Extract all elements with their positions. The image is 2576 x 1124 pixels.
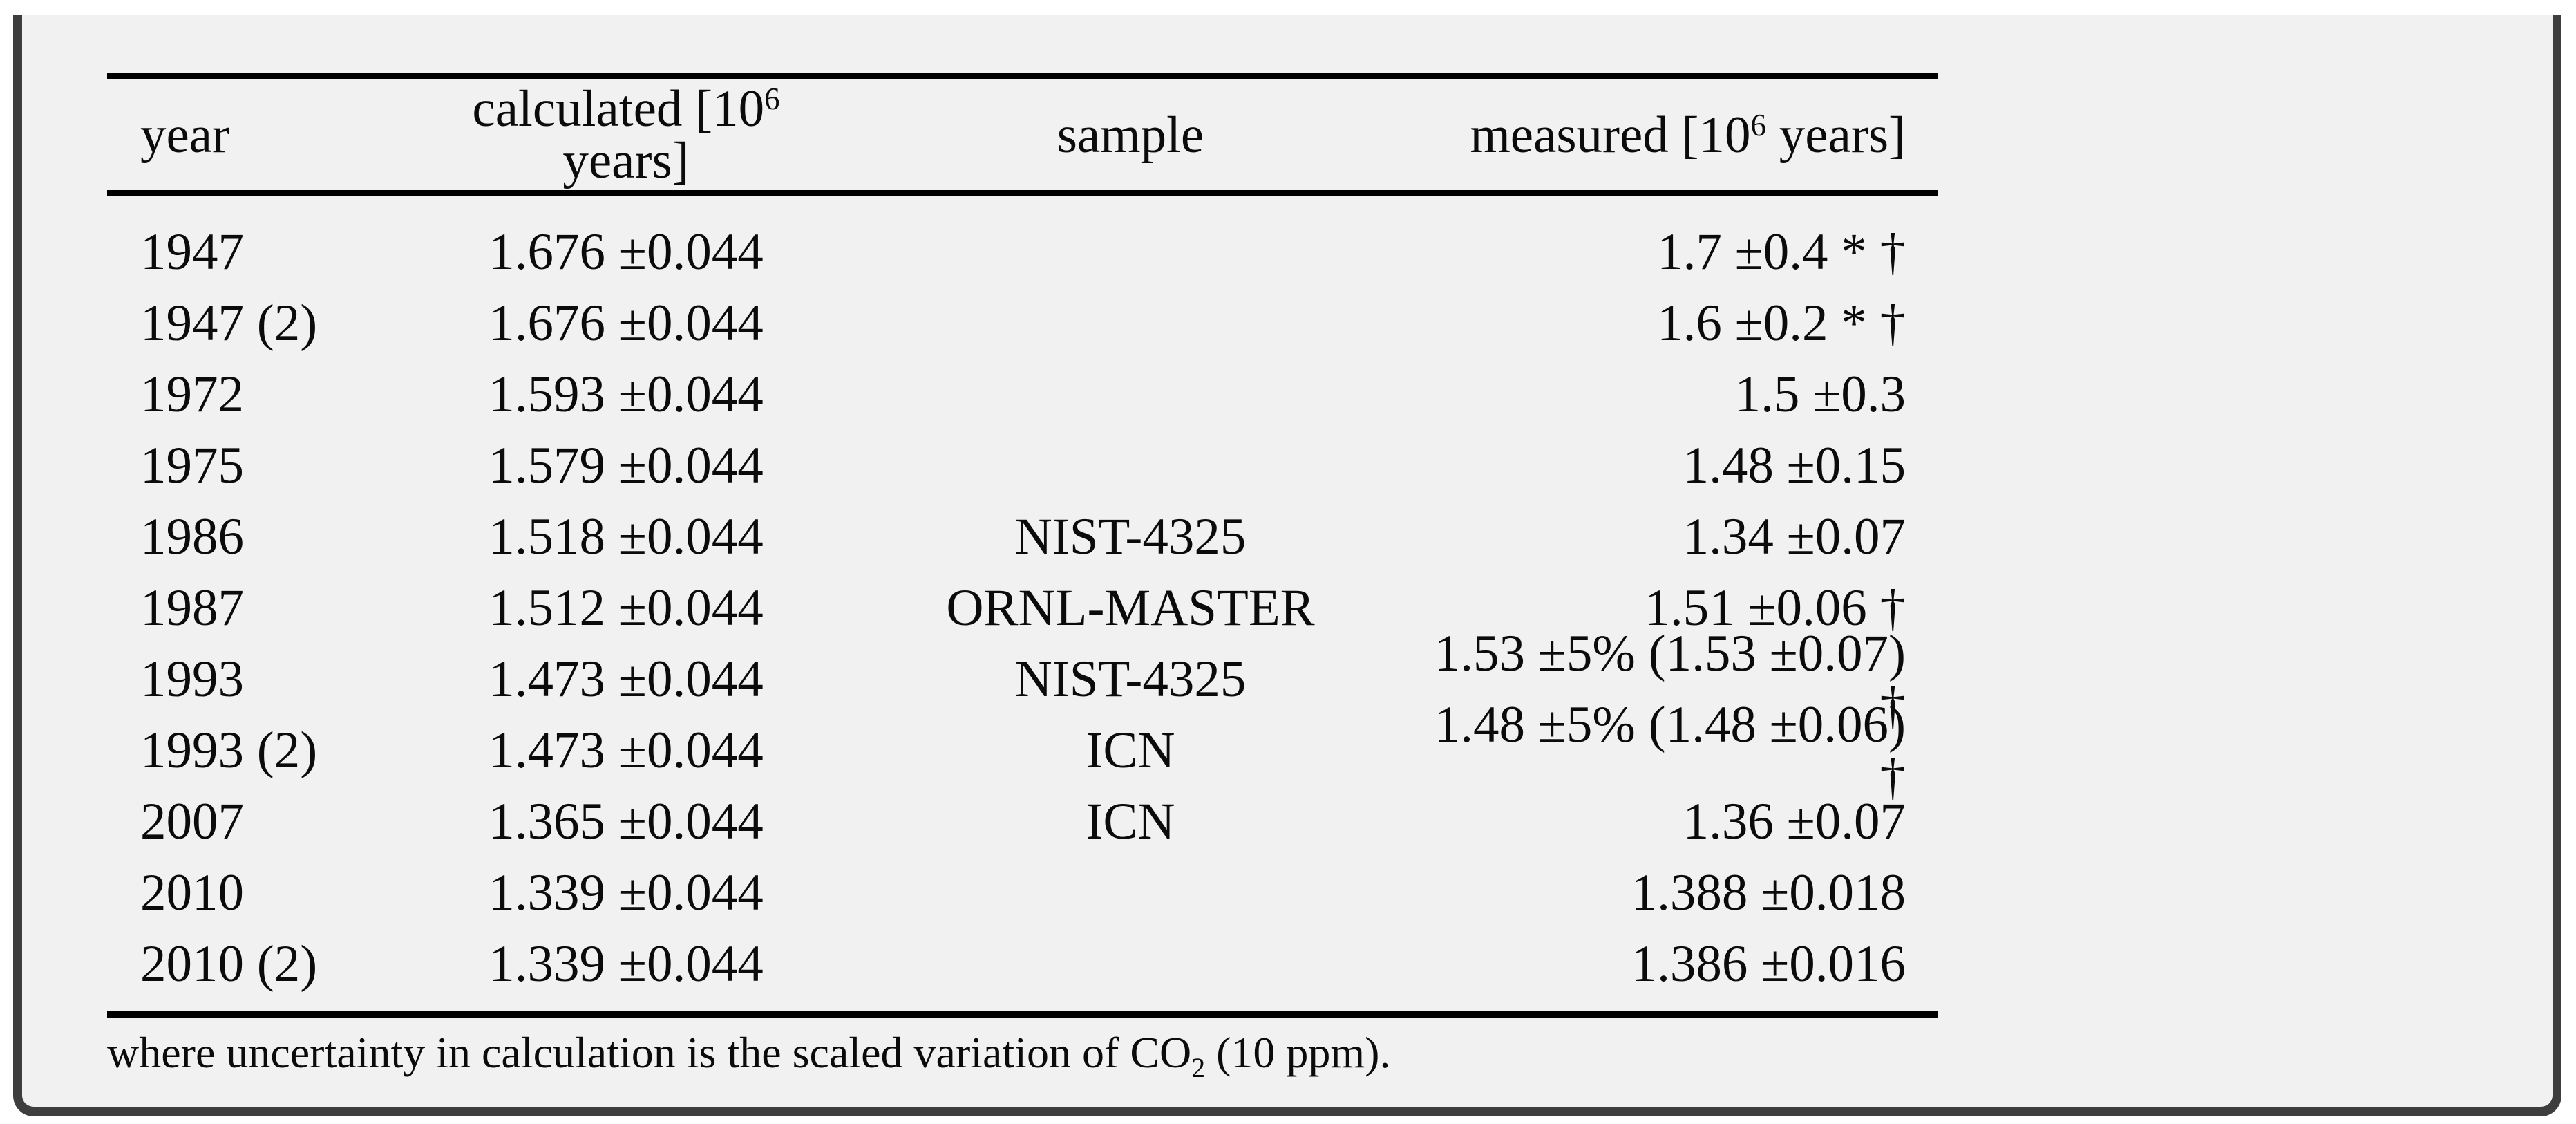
year-cell: 1947 xyxy=(140,223,244,281)
measured-cell: 1.6 ±0.2 * † xyxy=(1657,294,1906,352)
year-cell: 1947 (2) xyxy=(140,294,318,352)
header-measured-text: measured [10 xyxy=(1470,106,1751,164)
measured-cell: 1.51 ±0.06 † xyxy=(1644,579,1906,637)
measured-cell: 1.48 ±0.15 xyxy=(1683,437,1906,494)
table-row: 1993 1.473 ±0.044 NIST-4325 1.53 ±5% (1.… xyxy=(107,628,1938,731)
year-cell: 1972 xyxy=(140,366,244,423)
calculated-cell: 1.339 ±0.044 xyxy=(489,864,764,921)
calculated-cell: 1.473 ±0.044 xyxy=(489,722,764,779)
table-top-rule xyxy=(107,73,1938,79)
header-measured: measured [106 years] xyxy=(1423,109,1938,161)
sample-cell: NIST-4325 xyxy=(1014,508,1247,565)
table-mid-rule xyxy=(107,190,1938,196)
footnote-text: where uncertainty in calculation is the … xyxy=(107,1028,1192,1077)
footnote-text-end: (10 ppm). xyxy=(1205,1028,1391,1077)
calculated-cell: 1.676 ±0.044 xyxy=(489,294,764,352)
table-bottom-rule xyxy=(107,1011,1938,1018)
header-measured-unit: years] xyxy=(1766,106,1906,164)
calculated-cell: 1.365 ±0.044 xyxy=(489,793,764,850)
table-row: 2007 1.365 ±0.044 ICN 1.36 ±0.07 xyxy=(107,786,1938,857)
year-cell: 2010 xyxy=(140,864,244,921)
year-cell: 2010 (2) xyxy=(140,935,318,993)
results-table: year calculated [106 years] sample measu… xyxy=(107,73,1938,1083)
calculated-cell: 1.579 ±0.044 xyxy=(489,437,764,494)
measured-cell: 1.36 ±0.07 xyxy=(1683,793,1906,850)
sample-cell: ICN xyxy=(1086,793,1175,850)
header-year: year xyxy=(140,106,230,164)
table-header-row: year calculated [106 years] sample measu… xyxy=(107,79,1938,190)
measured-cell: 1.5 ±0.3 xyxy=(1734,366,1906,423)
sample-cell: NIST-4325 xyxy=(1014,650,1247,708)
header-calculated-unit: years] xyxy=(562,132,690,189)
header-calculated-text: calculated [10 xyxy=(472,80,765,138)
year-cell: 1993 (2) xyxy=(140,722,318,779)
year-cell: 1993 xyxy=(140,650,244,708)
calculated-cell: 1.473 ±0.044 xyxy=(489,650,764,708)
calculated-cell: 1.339 ±0.044 xyxy=(489,935,764,993)
header-calculated: calculated [106 years] xyxy=(415,83,837,187)
table-row: 2010 (2) 1.339 ±0.044 1.386 ±0.016 xyxy=(107,928,1938,1000)
header-calculated-exponent: 6 xyxy=(764,82,780,116)
table-row: 1986 1.518 ±0.044 NIST-4325 1.34 ±0.07 xyxy=(107,501,1938,572)
measured-cell: 1.388 ±0.018 xyxy=(1631,864,1906,921)
table-row: 1972 1.593 ±0.044 1.5 ±0.3 xyxy=(107,359,1938,430)
sample-cell: ORNL-MASTER xyxy=(946,579,1315,637)
calculated-cell: 1.593 ±0.044 xyxy=(489,366,764,423)
table-row: 1987 1.512 ±0.044 ORNL-MASTER 1.51 ±0.06… xyxy=(107,572,1938,644)
measured-cell: 1.48 ±5% (1.48 ±0.06) † xyxy=(1434,695,1906,805)
year-cell: 2007 xyxy=(140,793,244,850)
measured-cell: 1.53 ±5% (1.53 ±0.07) † xyxy=(1434,624,1906,734)
table-row: 1947 1.676 ±0.044 1.7 ±0.4 * † xyxy=(107,216,1938,288)
table-body: 1947 1.676 ±0.044 1.7 ±0.4 * † 1947 (2) … xyxy=(107,196,1938,1011)
calculated-cell: 1.676 ±0.044 xyxy=(489,223,764,281)
calculated-cell: 1.518 ±0.044 xyxy=(489,508,764,565)
year-cell: 1986 xyxy=(140,508,244,565)
measured-cell: 1.34 ±0.07 xyxy=(1683,508,1906,565)
table-row: 1947 (2) 1.676 ±0.044 1.6 ±0.2 * † xyxy=(107,288,1938,359)
sample-cell: ICN xyxy=(1086,722,1175,779)
measured-cell: 1.7 ±0.4 * † xyxy=(1657,223,1906,281)
table-row: 2010 1.339 ±0.044 1.388 ±0.018 xyxy=(107,857,1938,928)
table-row: 1975 1.579 ±0.044 1.48 ±0.15 xyxy=(107,430,1938,501)
header-sample: sample xyxy=(1057,106,1204,164)
calculated-cell: 1.512 ±0.044 xyxy=(489,579,764,637)
year-cell: 1987 xyxy=(140,579,244,637)
footnote-co2-subscript: 2 xyxy=(1191,1053,1206,1083)
measured-cell: 1.386 ±0.016 xyxy=(1631,935,1906,993)
header-measured-exponent: 6 xyxy=(1750,107,1767,142)
framed-panel: year calculated [106 years] sample measu… xyxy=(13,15,2561,1116)
table-row: 1993 (2) 1.473 ±0.044 ICN 1.48 ±5% (1.48… xyxy=(107,699,1938,803)
year-cell: 1975 xyxy=(140,437,244,494)
table-footnote: where uncertainty in calculation is the … xyxy=(107,1027,1938,1083)
